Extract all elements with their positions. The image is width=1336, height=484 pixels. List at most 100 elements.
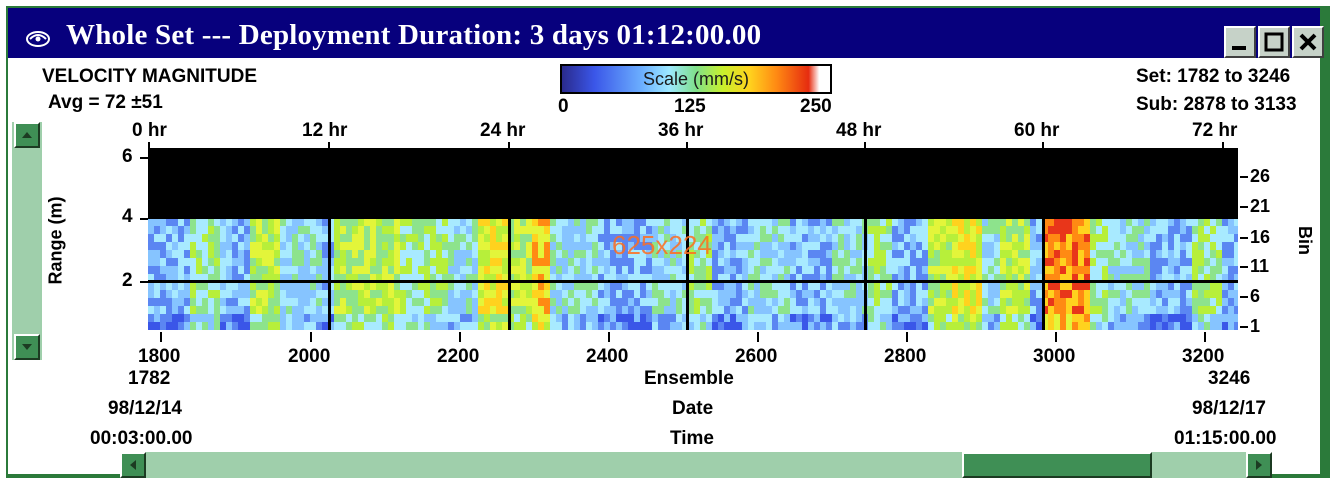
heatmap-cell	[538, 274, 545, 283]
heatmap-cell	[394, 266, 401, 275]
heatmap-cell	[1090, 258, 1097, 267]
heatmap-cell	[280, 242, 287, 251]
heatmap-cell	[796, 290, 803, 299]
heatmap-cell	[1018, 266, 1025, 275]
heatmap-cell	[1048, 258, 1055, 267]
heatmap-cell	[238, 274, 245, 283]
heatmap-cell	[910, 290, 917, 299]
heatmap-cell	[976, 274, 983, 283]
heatmap-cell	[946, 218, 953, 227]
heatmap-cell	[922, 266, 929, 275]
heatmap-cell	[184, 234, 191, 243]
heatmap-cell	[550, 266, 557, 275]
heatmap-cell	[634, 274, 641, 283]
minimize-button[interactable]	[1224, 26, 1256, 58]
heatmap-cell	[424, 226, 431, 235]
ensemble-tick	[459, 332, 461, 342]
heatmap-cell	[328, 234, 335, 243]
heatmap-cell	[436, 234, 443, 243]
heatmap-cell	[382, 282, 389, 291]
heatmap-cell	[592, 274, 599, 283]
heatmap-cell	[1090, 290, 1097, 299]
heatmap-cell	[898, 314, 905, 323]
heatmap-cell	[730, 266, 737, 275]
heatmap-cell	[430, 242, 437, 251]
scroll-right-button[interactable]	[1246, 452, 1272, 478]
heatmap-cell	[1126, 298, 1133, 307]
heatmap-cell	[1162, 322, 1169, 330]
heatmap-cell	[598, 234, 605, 243]
heatmap-cell	[508, 290, 515, 299]
heatmap-cell	[904, 282, 911, 291]
bin-axis-label: Bin	[1295, 226, 1315, 255]
heatmap-cell	[370, 242, 377, 251]
horizontal-scroll-thumb[interactable]	[962, 452, 1152, 478]
heatmap-cell	[574, 314, 581, 323]
vertical-scrollbar[interactable]	[12, 122, 42, 360]
heatmap-cell	[172, 322, 179, 330]
heatmap-cell	[1024, 322, 1031, 330]
heatmap-cell	[250, 274, 257, 283]
heatmap-cell	[1234, 322, 1238, 330]
heatmap-cell	[730, 322, 737, 330]
heatmap-cell	[874, 274, 881, 283]
heatmap-cell	[196, 314, 203, 323]
heatmap-cell	[1000, 322, 1007, 330]
heatmap-cell	[748, 274, 755, 283]
heatmap-cell	[202, 226, 209, 235]
heatmap-cell	[892, 274, 899, 283]
heatmap-cell	[1000, 218, 1007, 227]
heatmap-cell	[1072, 234, 1079, 243]
heatmap-cell	[1138, 282, 1145, 291]
heatmap-cell	[1042, 242, 1049, 251]
scroll-left-button[interactable]	[120, 452, 146, 478]
heatmap-cell	[694, 226, 701, 235]
heatmap-cell	[610, 250, 617, 259]
heatmap-cell	[820, 242, 827, 251]
scroll-up-button[interactable]	[14, 122, 40, 148]
heatmap-cell	[586, 234, 593, 243]
heatmap-cell	[892, 314, 899, 323]
heatmap-cell	[400, 306, 407, 315]
heatmap-cell	[1210, 274, 1217, 283]
heatmap-cell	[706, 242, 713, 251]
heatmap-cell	[580, 218, 587, 227]
close-button[interactable]	[1292, 26, 1324, 58]
heatmap-cell	[268, 218, 275, 227]
heatmap-cell	[304, 226, 311, 235]
scroll-down-button[interactable]	[14, 334, 40, 360]
heatmap-cell	[1024, 290, 1031, 299]
heatmap-cell	[406, 282, 413, 291]
heatmap-cell	[1018, 282, 1025, 291]
heatmap-cell	[610, 282, 617, 291]
heatmap-cell	[784, 258, 791, 267]
heatmap-cell	[700, 274, 707, 283]
heatmap-cell	[166, 250, 173, 259]
heatmap-cell	[166, 242, 173, 251]
maximize-button[interactable]	[1258, 26, 1290, 58]
heatmap-cell	[676, 242, 683, 251]
heatmap-cell	[1162, 258, 1169, 267]
heatmap-cell	[1006, 298, 1013, 307]
heatmap-cell	[976, 290, 983, 299]
heatmap-cell	[994, 250, 1001, 259]
heatmap-cell	[352, 282, 359, 291]
heatmap-cell	[1084, 226, 1091, 235]
heatmap-cell	[886, 306, 893, 315]
heatmap-cell	[1060, 258, 1067, 267]
heatmap-cell	[1078, 282, 1085, 291]
heatmap-cell	[814, 234, 821, 243]
heatmap-cell	[1192, 298, 1199, 307]
heatmap-cell	[268, 290, 275, 299]
heatmap-cell	[748, 282, 755, 291]
heatmap-cell	[466, 234, 473, 243]
heatmap-cell	[586, 274, 593, 283]
heatmap-cell	[1060, 266, 1067, 275]
heatmap-cell	[526, 314, 533, 323]
heatmap-cell	[502, 274, 509, 283]
heatmap-cell	[742, 322, 749, 330]
title-bar[interactable]: Whole Set --- Deployment Duration: 3 day…	[8, 8, 1324, 58]
heatmap-cell	[442, 290, 449, 299]
heatmap-cell	[1084, 322, 1091, 330]
heatmap-cell	[1000, 290, 1007, 299]
